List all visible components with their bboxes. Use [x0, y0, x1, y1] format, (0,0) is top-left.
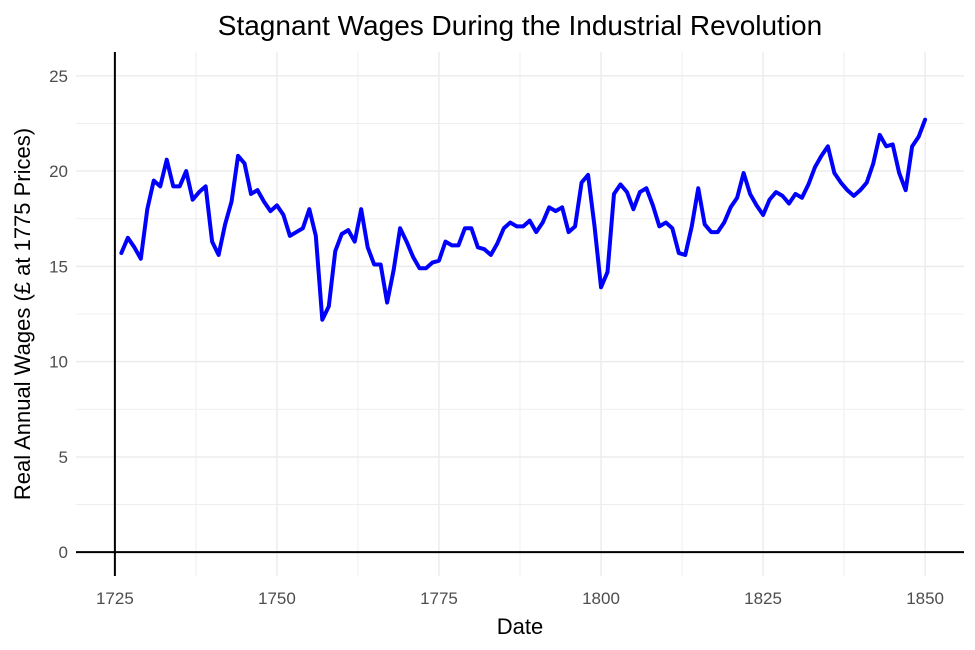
x-tick-label: 1825 — [744, 589, 782, 608]
y-tick-label: 5 — [59, 448, 68, 467]
tick-labels: 1725 1750 1775 1800 1825 1850 0 5 10 15 20 25 — [49, 67, 944, 608]
y-tick-label: 25 — [49, 67, 68, 86]
wage-series-line — [119, 117, 928, 322]
series-layer — [119, 117, 928, 322]
x-tick-label: 1750 — [258, 589, 296, 608]
x-axis-title: Date — [497, 614, 543, 639]
axes — [76, 52, 964, 576]
y-axis-title: Real Annual Wages (£ at 1775 Prices) — [10, 128, 35, 500]
y-tick-label: 20 — [49, 162, 68, 181]
y-tick-label: 0 — [59, 543, 68, 562]
y-tick-label: 15 — [49, 257, 68, 276]
x-tick-label: 1775 — [420, 589, 458, 608]
x-tick-label: 1725 — [96, 589, 134, 608]
y-tick-label: 10 — [49, 353, 68, 372]
x-tick-label: 1850 — [906, 589, 944, 608]
chart-title: Stagnant Wages During the Industrial Rev… — [218, 10, 822, 41]
x-tick-label: 1800 — [582, 589, 620, 608]
grid-lines — [76, 52, 964, 576]
